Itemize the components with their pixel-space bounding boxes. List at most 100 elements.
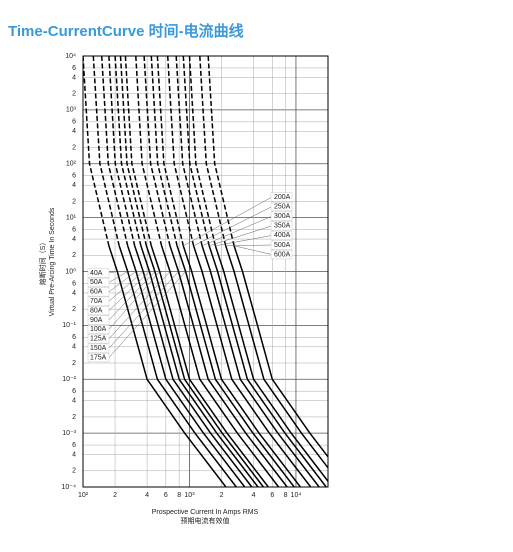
legend-label: 70A [90, 298, 103, 305]
label-box [270, 211, 293, 221]
y-tick-label: 6 [72, 442, 76, 449]
legend-label: 500A [274, 242, 291, 249]
curve [176, 245, 295, 487]
x-tick-label: 2 [113, 492, 117, 499]
curve [201, 245, 320, 487]
y-tick-label: 10⁴ [65, 53, 76, 60]
curve-dashed [188, 56, 217, 246]
y-tick-label: 6 [72, 280, 76, 287]
y-tick-label: 2 [72, 252, 76, 259]
leader-line [108, 271, 137, 292]
y-tick-label: 10⁻⁴ [62, 484, 77, 491]
leader-line [201, 215, 273, 247]
y-tick-label: 10⁰ [65, 267, 76, 275]
legend-label: 350A [274, 223, 291, 230]
legend-label: 60A [90, 289, 103, 296]
x-tick-label: 8 [177, 492, 181, 499]
x-tick-label: 6 [270, 492, 274, 499]
leader-line [215, 235, 273, 247]
curve-dashed [83, 56, 110, 246]
legend-label: 125A [90, 336, 107, 343]
label-box [87, 306, 110, 316]
label-box [270, 221, 293, 231]
x-tick-label: 4 [145, 492, 149, 499]
y-tick-label: 2 [72, 306, 76, 313]
curve-dashed [143, 56, 171, 246]
label-box [270, 240, 293, 250]
curve [118, 245, 237, 487]
leader-line [193, 206, 273, 247]
label-box [87, 334, 110, 344]
curve [145, 245, 264, 487]
x-tick-label: 2 [220, 492, 224, 499]
x-axis-label-cn: 预期电流有效值 [181, 516, 230, 525]
y-tick-label: 4 [72, 128, 76, 135]
curve [233, 245, 328, 459]
curve [192, 245, 312, 487]
leader-line [108, 271, 171, 339]
leader-line [209, 225, 273, 247]
y-tick-label: 6 [72, 173, 76, 180]
y-tick-label: 2 [72, 144, 76, 151]
legend-label: 300A [274, 213, 291, 220]
leader-line [108, 271, 186, 358]
leader-line [108, 271, 144, 302]
legend-label: 150A [90, 345, 107, 352]
label-box [87, 277, 110, 287]
label-box [87, 324, 110, 334]
y-tick-label: 2 [72, 468, 76, 475]
curve-dashed [100, 56, 129, 246]
x-tick-label: 4 [252, 492, 256, 499]
curve [169, 245, 288, 487]
y-tick-label: 4 [72, 290, 76, 297]
label-box [270, 230, 293, 240]
curve-dashed [175, 56, 203, 246]
leader-line [108, 271, 128, 283]
leader-line [225, 244, 273, 247]
curve-dashed [119, 56, 148, 246]
leader-line [108, 271, 150, 311]
y-tick-label: 4 [72, 451, 76, 458]
y-tick-label: 6 [72, 119, 76, 126]
leader-line [108, 271, 179, 349]
curve-dashed [166, 56, 195, 246]
label-box [87, 353, 110, 363]
curve [224, 245, 328, 470]
leader-line [234, 245, 273, 255]
x-tick-label: 10⁴ [291, 492, 302, 499]
curve-dashed [207, 56, 235, 246]
curve-dashed [150, 56, 178, 246]
label-box [270, 250, 293, 260]
curve-dashed [135, 56, 163, 246]
curve-dashed [124, 56, 153, 246]
legend-label: 40A [90, 270, 103, 277]
y-tick-label: 6 [72, 226, 76, 233]
leader-line [108, 271, 160, 330]
curve-dashed [114, 56, 142, 246]
curve-dashed [199, 56, 227, 246]
plot-frame [82, 55, 329, 488]
x-tick-label: 8 [284, 492, 288, 499]
y-tick-label: 10⁻² [62, 376, 76, 383]
label-box [87, 268, 110, 278]
y-tick-label: 6 [72, 334, 76, 341]
x-tick-label: 6 [164, 492, 168, 499]
legend-label: 400A [274, 232, 291, 239]
y-tick-label: 10⁻³ [62, 430, 76, 437]
curve-dashed [156, 56, 185, 246]
legend-label: 200A [274, 194, 291, 201]
curve [214, 245, 328, 483]
leader-line [108, 271, 118, 274]
curve [126, 245, 246, 487]
y-tick-label: 10³ [66, 107, 77, 114]
leader-line [183, 196, 273, 247]
y-tick-label: 10² [66, 161, 77, 168]
y-tick-label: 2 [72, 198, 76, 205]
y-tick-label: 2 [72, 91, 76, 98]
curve [133, 245, 253, 487]
x-axis-label: Prospective Current In Amps RMS [152, 509, 259, 516]
y-tick-label: 10¹ [66, 214, 77, 221]
label-box [270, 192, 293, 202]
x-tick-label: 10³ [184, 492, 195, 499]
